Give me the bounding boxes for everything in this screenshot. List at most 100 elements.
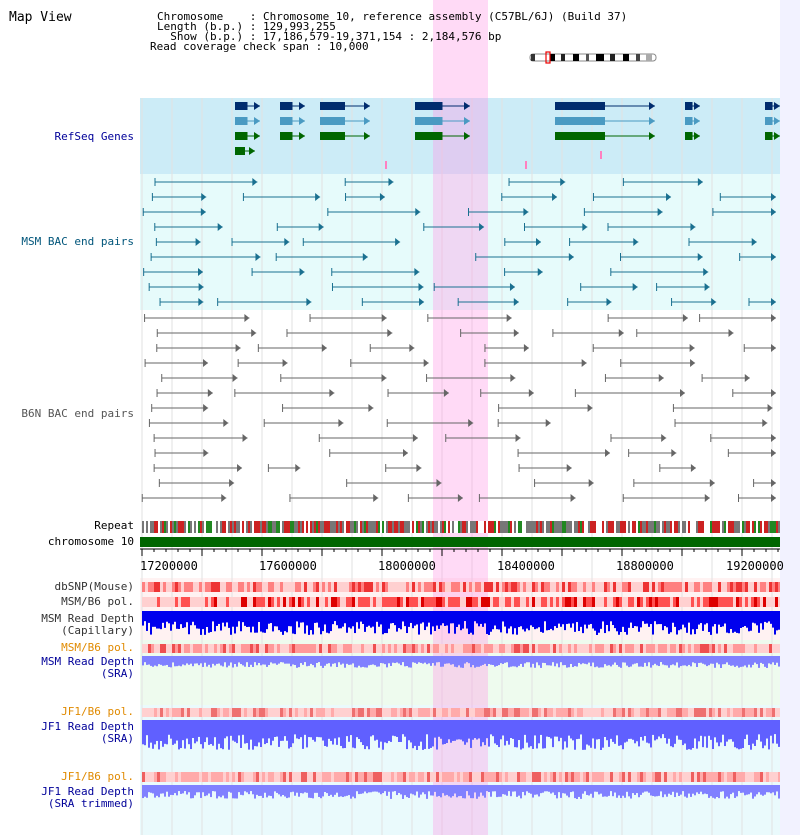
- gene-strand-arrow: [774, 117, 780, 125]
- variant-density-cell: [193, 582, 196, 592]
- read-depth-bar: [188, 720, 190, 745]
- variant-density-cell: [550, 772, 553, 782]
- read-depth-bar: [550, 611, 552, 629]
- read-depth-bar: [372, 785, 374, 792]
- read-depth-bar: [680, 656, 682, 667]
- read-depth-bar: [354, 656, 356, 668]
- variant-density-cell: [208, 772, 211, 782]
- read-depth-bar: [470, 720, 472, 748]
- read-depth-bar: [662, 785, 664, 798]
- read-depth-bar: [730, 785, 732, 795]
- bac-end-arrow: [513, 329, 519, 337]
- bac-end-arrow: [744, 374, 750, 382]
- variant-density-cell: [727, 708, 730, 717]
- variant-density-cell: [247, 644, 250, 653]
- repeat-track[interactable]: [140, 521, 780, 533]
- variant-density-cell: [733, 708, 736, 717]
- variant-density-cell: [223, 772, 226, 782]
- repeat-element: [452, 521, 454, 533]
- read-depth-bar: [750, 656, 752, 668]
- variant-density-cell: [538, 597, 541, 607]
- refseq-genes-track[interactable]: [140, 98, 780, 174]
- read-depth-bar: [584, 785, 586, 792]
- jf1-read-depth-trim-plot[interactable]: [140, 785, 780, 799]
- variant-density-cell: [640, 582, 643, 592]
- variant-density-cell: [373, 708, 376, 717]
- read-depth-bar: [608, 785, 610, 796]
- variant-density-cell: [241, 772, 244, 782]
- variant-density-cell: [610, 708, 613, 717]
- variant-density-cell: [571, 708, 574, 717]
- read-depth-bar: [254, 611, 256, 633]
- read-depth-bar: [722, 656, 724, 665]
- read-depth-bar: [228, 611, 230, 628]
- variant-density-cell: [694, 708, 697, 717]
- msm-read-depth-sra-plot[interactable]: [140, 656, 780, 668]
- read-depth-bar: [236, 611, 238, 627]
- repeat-element: [732, 521, 734, 533]
- read-depth-bar: [230, 720, 232, 736]
- jf1-read-depth-plot[interactable]: [140, 720, 780, 750]
- variant-density-cell: [583, 644, 586, 653]
- chromosome-bar[interactable]: [140, 537, 780, 547]
- read-depth-bar: [354, 785, 356, 799]
- variant-density-cell: [244, 772, 247, 782]
- repeat-element: [480, 521, 482, 533]
- read-depth-bar: [696, 720, 698, 749]
- read-depth-bar: [484, 656, 486, 664]
- variant-density-cell: [673, 582, 676, 592]
- read-depth-bar: [626, 611, 628, 635]
- read-depth-bar: [710, 720, 712, 740]
- read-depth-bar: [452, 611, 454, 624]
- msm-b6-pol-strip[interactable]: [140, 597, 780, 607]
- read-depth-bar: [388, 611, 390, 629]
- variant-density-cell: [367, 597, 370, 607]
- length-value: 129,993,255: [262, 20, 336, 33]
- msm-read-depth-capillary-plot[interactable]: [140, 611, 780, 635]
- variant-density-cell: [568, 708, 571, 717]
- read-depth-bar: [668, 785, 670, 794]
- dbsnp-strip[interactable]: [140, 582, 780, 592]
- gene-exon: [320, 117, 345, 125]
- variant-density-cell: [445, 644, 448, 653]
- variant-density-cell: [247, 772, 250, 782]
- repeat-element: [174, 521, 176, 533]
- read-depth-bar: [282, 611, 284, 635]
- read-depth-bar: [380, 720, 382, 742]
- msm-bac-track[interactable]: [140, 174, 780, 310]
- bac-end-arrow: [457, 494, 463, 502]
- chromosome-ideogram[interactable]: [528, 51, 660, 65]
- jf1-b6-pol-strip[interactable]: [140, 708, 780, 717]
- read-depth-bar: [144, 785, 146, 797]
- variant-density-cell: [682, 597, 685, 607]
- read-depth-bar: [412, 785, 414, 795]
- variant-density-cell: [265, 708, 268, 717]
- bac-end-arrow: [203, 404, 209, 412]
- read-depth-bar: [340, 611, 342, 629]
- variant-density-cell: [259, 772, 262, 782]
- repeat-element: [494, 521, 496, 533]
- read-depth-bar: [422, 656, 424, 664]
- gene-exon: [280, 132, 293, 140]
- variant-density-cell: [619, 772, 622, 782]
- variant-density-cell: [547, 597, 550, 607]
- repeat-element: [722, 521, 724, 533]
- read-depth-bar: [362, 720, 364, 746]
- read-depth-bar: [616, 656, 618, 665]
- variant-density-cell: [301, 772, 304, 782]
- jf1-b6-pol-trim-strip[interactable]: [140, 772, 780, 782]
- variant-density-cell: [577, 597, 580, 607]
- read-depth-bar: [634, 611, 636, 627]
- b6n-bac-track[interactable]: [140, 310, 780, 520]
- repeat-element: [438, 521, 440, 533]
- bac-end-arrow: [570, 494, 576, 502]
- variant-density-cell: [697, 644, 700, 653]
- read-depth-bar: [184, 611, 186, 628]
- repeat-element: [676, 521, 678, 533]
- variant-density-cell: [730, 708, 733, 717]
- variant-density-cell: [484, 772, 487, 782]
- bac-end-arrow: [771, 253, 776, 261]
- bac-end-arrow: [409, 344, 415, 352]
- msm-b6-pol-sra-strip[interactable]: [140, 644, 780, 653]
- read-depth-bar: [506, 720, 508, 741]
